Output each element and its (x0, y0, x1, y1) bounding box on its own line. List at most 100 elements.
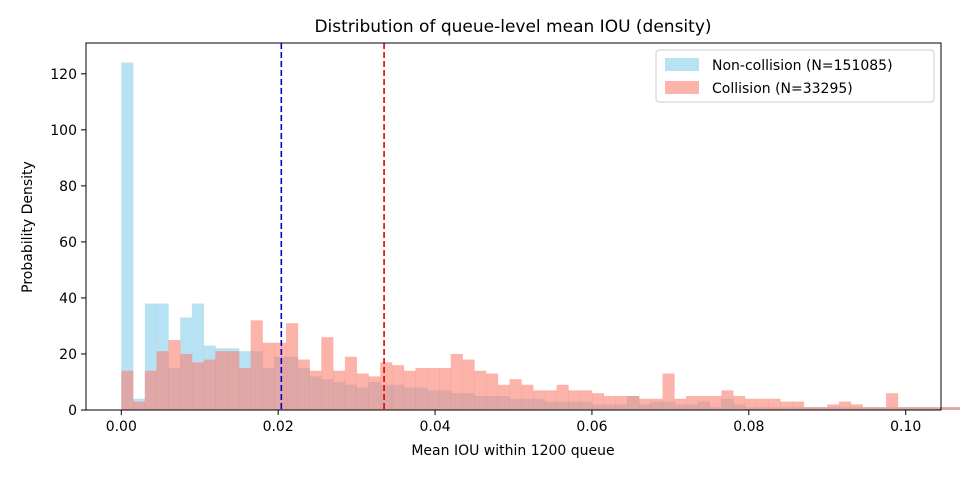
histogram-bar (356, 373, 369, 410)
bars-layer (121, 62, 960, 411)
histogram-bar (144, 370, 157, 410)
histogram-bar (603, 395, 616, 410)
legend-label: Non-collision (N=151085) (712, 58, 893, 74)
y-tick-label: 100 (50, 123, 77, 139)
legend: Non-collision (N=151085) Collision (N=332… (655, 49, 935, 103)
histogram-bar (568, 390, 581, 410)
legend-label: Collision (N=33295) (712, 81, 853, 97)
x-tick-label: 0.00 (106, 419, 137, 435)
histogram-bar (215, 351, 228, 410)
histogram-bar (497, 384, 510, 410)
histogram-bar (944, 407, 957, 410)
histogram-bar (650, 398, 663, 410)
histogram-bar (321, 337, 334, 410)
histogram-bar (262, 342, 275, 410)
histogram-bar (721, 390, 734, 410)
legend-box (655, 49, 935, 103)
histogram-bar (909, 407, 922, 410)
histogram-bar (474, 370, 487, 410)
histogram-bar (686, 395, 699, 410)
y-axis-label: Probability Density (20, 161, 36, 293)
series-collision (121, 320, 960, 410)
histogram-bar (733, 395, 746, 410)
histogram-bar (862, 407, 875, 410)
x-tick-label: 0.02 (263, 419, 294, 435)
histogram-bar (333, 370, 346, 410)
x-tick-label: 0.04 (419, 419, 450, 435)
histogram-bar (956, 407, 960, 410)
histogram-bar (827, 404, 840, 410)
legend-swatch (665, 58, 699, 71)
histogram-bar (438, 367, 452, 410)
histogram-bar (639, 398, 652, 410)
histogram-bar (744, 398, 757, 410)
histogram-bar (191, 362, 204, 410)
histogram-bar (274, 342, 287, 410)
plot-frame (85, 42, 942, 411)
x-tick-label: 0.08 (733, 419, 764, 435)
y-tick-label: 0 (68, 403, 77, 419)
histogram-bar (238, 367, 252, 410)
histogram-bar (709, 395, 722, 410)
histogram-bar (544, 390, 557, 410)
histogram-bar (874, 407, 887, 410)
histogram-bar (168, 339, 181, 410)
y-tick-label: 60 (59, 235, 77, 251)
histogram-bar (297, 359, 310, 410)
histogram-bar (803, 407, 816, 410)
reference-lines (280, 43, 385, 410)
histogram-bar (780, 401, 793, 410)
histogram-bar (227, 351, 240, 410)
y-tick-label: 80 (59, 179, 77, 195)
histogram-bar (697, 395, 710, 410)
y-tick-label: 120 (50, 67, 77, 83)
histogram-bar (203, 359, 216, 410)
histogram-bar (921, 407, 934, 410)
histogram-bar (450, 353, 463, 410)
histogram-bar (286, 323, 299, 410)
histogram-bar (533, 390, 546, 410)
histogram-bar (427, 367, 440, 410)
histogram-bar (580, 390, 593, 410)
histogram-bar (756, 398, 769, 410)
histogram-bar (556, 384, 569, 410)
histogram-bar (133, 401, 146, 410)
histogram-bar (815, 407, 828, 410)
x-tick-label: 0.10 (890, 419, 921, 435)
histogram-bar (791, 401, 805, 410)
histogram-bar (462, 359, 475, 410)
histogram-bar (674, 398, 687, 410)
x-axis: 0.00 0.02 0.04 0.06 0.08 0.10 (106, 410, 921, 435)
chart-title: Distribution of queue-level mean IOU (de… (314, 17, 711, 37)
histogram-bar (521, 384, 534, 410)
histogram-bar (662, 373, 675, 410)
histogram-bar (839, 401, 852, 410)
histogram-bar (309, 370, 322, 410)
histogram-bar (768, 398, 781, 410)
histogram-bar (415, 367, 428, 410)
histogram-bar (156, 351, 169, 410)
histogram-bar (403, 370, 416, 410)
histogram-bar (850, 404, 863, 410)
y-tick-label: 40 (59, 291, 77, 307)
histogram-bar (933, 407, 946, 410)
histogram-bar (886, 393, 899, 410)
histogram-bar (615, 395, 628, 410)
histogram-bar (180, 353, 193, 410)
legend-swatch (665, 81, 699, 94)
histogram-bar (391, 365, 404, 410)
x-axis-label: Mean IOU within 1200 queue (411, 443, 614, 459)
histogram-bar (591, 393, 605, 410)
histogram-bar (121, 370, 134, 410)
histogram-bar (897, 407, 910, 410)
y-tick-label: 20 (59, 347, 77, 363)
histogram-bar (121, 62, 134, 411)
histogram-bar (380, 362, 393, 410)
histogram-bar (509, 379, 522, 410)
histogram-bar (368, 376, 381, 410)
histogram-bar (486, 373, 499, 410)
histogram-bar (344, 356, 357, 410)
histogram-bar (250, 320, 263, 410)
